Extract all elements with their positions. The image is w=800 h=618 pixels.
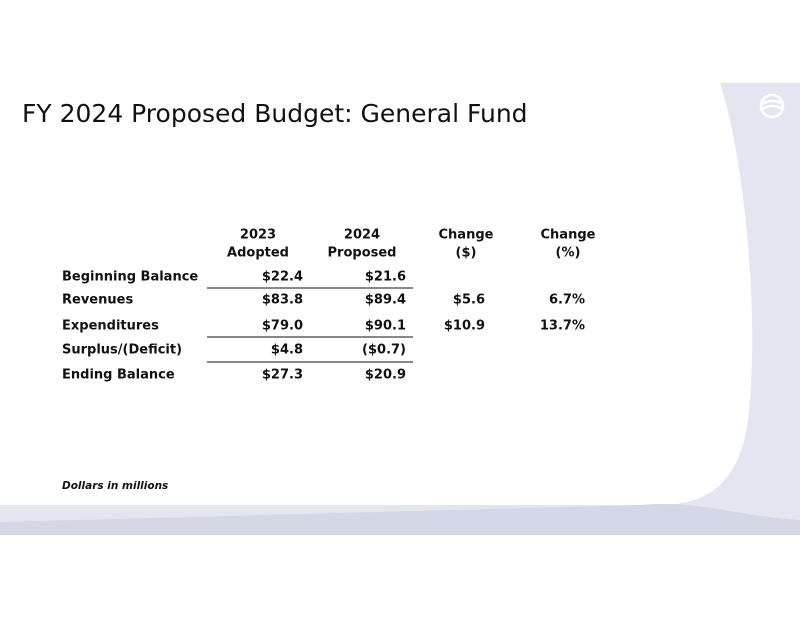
table-cell: $27.3 [262,368,303,383]
table-cell: $4.8 [271,343,303,358]
table-cell: $83.8 [262,293,303,308]
column-header: (%) [556,246,581,261]
table-cell: $90.1 [365,319,406,334]
table-cell: $20.9 [365,368,406,383]
column-header: Change [541,228,596,243]
table-cell: $10.9 [444,319,485,334]
logo [759,93,785,119]
row-label: Surplus/(Deficit) [62,343,182,358]
row-label: Revenues [62,293,133,308]
decor-band [0,503,800,535]
table-cell: $22.4 [262,270,303,285]
column-header: ($) [456,246,477,261]
column-header: Proposed [328,246,397,261]
table-cell: ($0.7) [362,343,406,358]
decor-shape [0,83,800,535]
row-label: Expenditures [62,319,159,334]
table-cell: 13.7% [540,319,585,334]
column-header: 2023 [240,228,276,243]
slide-background [0,0,800,535]
row-label: Beginning Balance [62,270,198,285]
table-cell: $21.6 [365,270,406,285]
footnote: Dollars in millions [62,480,168,492]
column-header: 2024 [344,228,380,243]
table-cell: $79.0 [262,319,303,334]
row-label: Ending Balance [62,368,175,383]
table-cell: 6.7% [549,293,585,308]
title: FY 2024 Proposed Budget: General Fund [22,99,528,128]
table-cell: $5.6 [453,293,485,308]
column-header: Change [439,228,494,243]
table-cell: $89.4 [365,293,406,308]
column-header: Adopted [227,246,289,261]
